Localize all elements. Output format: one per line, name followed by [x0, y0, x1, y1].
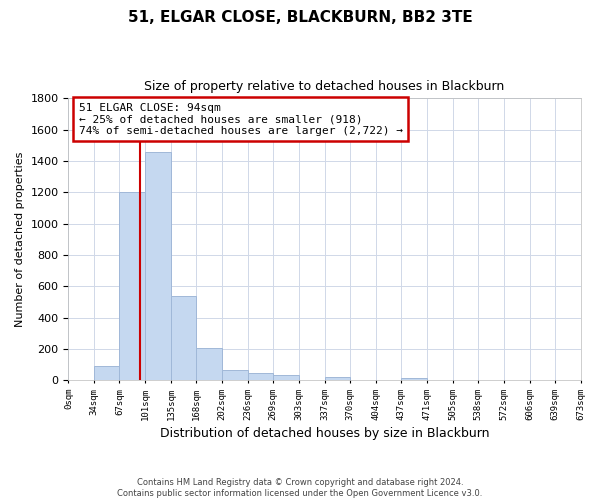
Text: 51 ELGAR CLOSE: 94sqm
← 25% of detached houses are smaller (918)
74% of semi-det: 51 ELGAR CLOSE: 94sqm ← 25% of detached …	[79, 102, 403, 136]
Bar	[401, 378, 427, 380]
Bar	[248, 372, 273, 380]
Text: Contains HM Land Registry data © Crown copyright and database right 2024.
Contai: Contains HM Land Registry data © Crown c…	[118, 478, 482, 498]
Title: Size of property relative to detached houses in Blackburn: Size of property relative to detached ho…	[145, 80, 505, 93]
Text: 51, ELGAR CLOSE, BLACKBURN, BB2 3TE: 51, ELGAR CLOSE, BLACKBURN, BB2 3TE	[128, 10, 472, 25]
Bar	[273, 375, 299, 380]
Bar	[171, 296, 196, 380]
Y-axis label: Number of detached properties: Number of detached properties	[15, 152, 25, 327]
X-axis label: Distribution of detached houses by size in Blackburn: Distribution of detached houses by size …	[160, 427, 489, 440]
Bar	[119, 192, 145, 380]
Bar	[94, 366, 119, 380]
Bar	[145, 152, 171, 380]
Bar	[196, 348, 222, 380]
Bar	[325, 376, 350, 380]
Bar	[222, 370, 248, 380]
